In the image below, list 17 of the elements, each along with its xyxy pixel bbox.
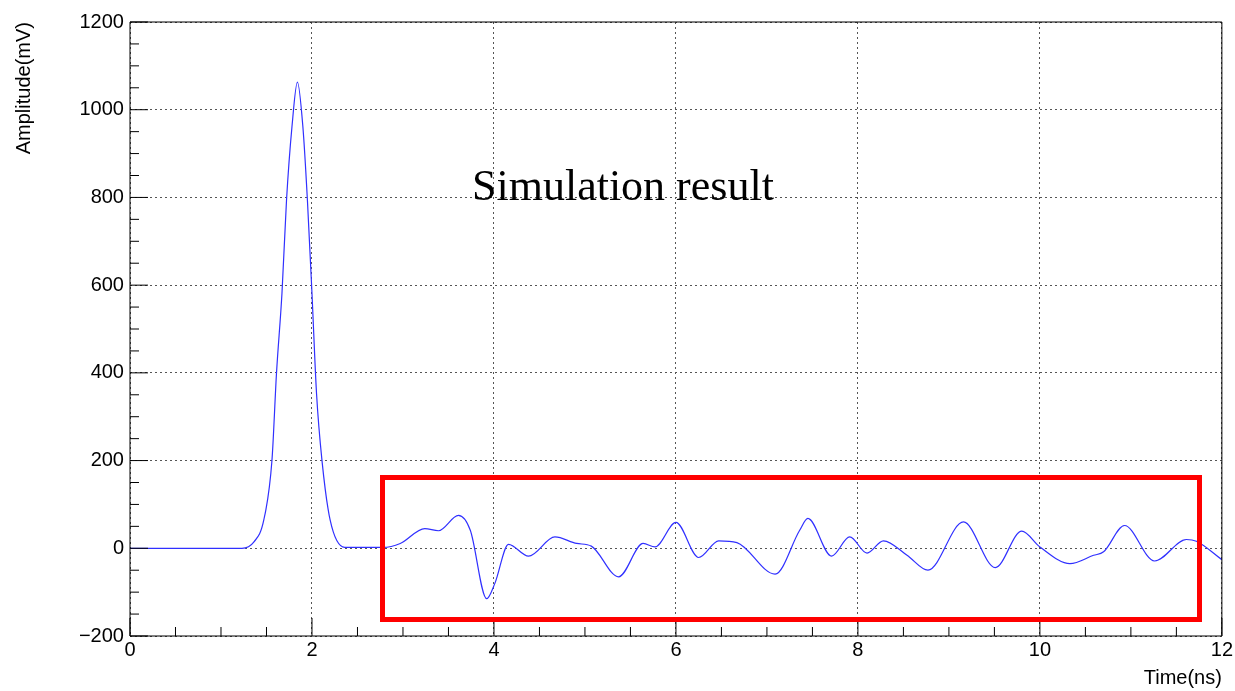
y-tick-label: −200 [78, 623, 124, 646]
y-tick-label: 200 [90, 448, 124, 471]
y-tick-label: 600 [90, 272, 124, 295]
y-tick-label: 800 [90, 184, 124, 207]
x-tick-label: 8 [852, 637, 864, 660]
x-axis-title: Time(ns) [1143, 665, 1222, 688]
y-tick-label: 1200 [79, 9, 124, 32]
annotation: Simulation result [472, 160, 774, 211]
x-tick-label: 10 [1028, 637, 1052, 660]
y-tick-label: 1000 [79, 97, 124, 120]
y-tick-label: 0 [112, 535, 124, 558]
y-axis-title: Amplitude(mV) [11, 22, 34, 155]
y-tick-label: 400 [90, 360, 124, 383]
x-tick-label: 4 [488, 637, 500, 660]
x-tick-label: 6 [670, 637, 682, 660]
x-tick-label: 12 [1210, 637, 1233, 660]
x-tick-label: 2 [306, 637, 318, 660]
